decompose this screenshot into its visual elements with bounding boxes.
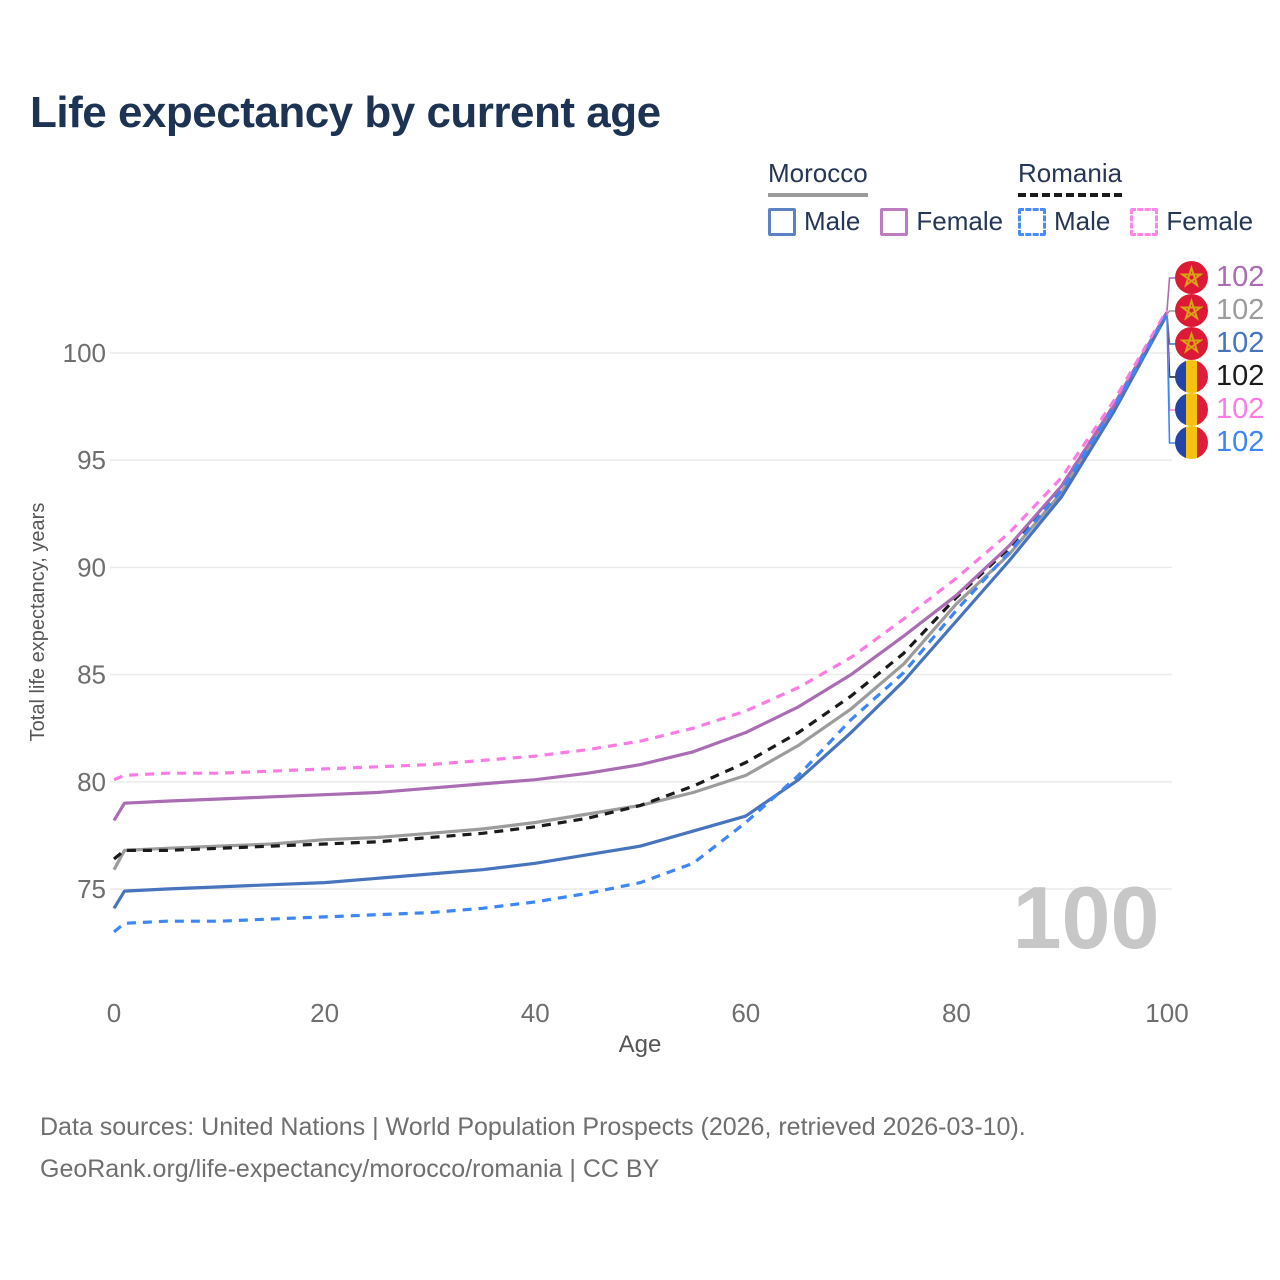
footer-attribution: GeoRank.org/life-expectancy/morocco/roma… (40, 1155, 660, 1183)
page-title: Life expectancy by current age (30, 88, 661, 137)
morocco-flag-icon (1175, 327, 1208, 360)
y-axis-title: Total life expectancy, years (27, 503, 49, 742)
leader-line-5 (1166, 315, 1176, 444)
romania-flag-icon (1175, 393, 1208, 426)
footer-data-sources: Data sources: United Nations | World Pop… (40, 1113, 1026, 1141)
series-line-romania-male[interactable] (112, 313, 1169, 934)
series-line-romania-female[interactable] (113, 309, 1169, 782)
series-line-morocco-male[interactable] (112, 313, 1169, 910)
x-tick-80: 80 (942, 998, 971, 1028)
y-tick-80: 80 (77, 767, 106, 797)
legend-item-morocco-male[interactable]: Male (768, 206, 860, 237)
end-label-romania-male: 102 (1175, 426, 1264, 459)
end-label-romania-female: 102 (1175, 393, 1264, 426)
end-label-morocco-male: 102 (1175, 327, 1264, 360)
end-label-romania-all: 102 (1175, 360, 1264, 393)
end-value-morocco-all: 102 (1216, 294, 1265, 326)
y-tick-85: 85 (77, 660, 106, 690)
end-value-morocco-male: 102 (1216, 327, 1265, 359)
morocco-male-swatch (768, 207, 796, 236)
end-value-romania-all: 102 (1216, 360, 1265, 392)
romania-flag-icon (1175, 360, 1208, 393)
hover-age-watermark: 100 (1013, 868, 1160, 967)
legend-item-romania-male[interactable]: Male (1018, 206, 1110, 237)
y-tick-75: 75 (77, 874, 106, 904)
legend-label-romania-female: Female (1166, 206, 1254, 236)
footer: Data sources: United Nations | World Pop… (40, 1106, 1026, 1190)
romania-flag-icon (1175, 426, 1208, 459)
legend-item-morocco-female[interactable]: Female (880, 206, 1003, 237)
end-label-morocco-female: 102 (1175, 261, 1264, 294)
series-line-romania-all[interactable] (112, 311, 1169, 861)
end-label-morocco-all: 102 (1175, 294, 1264, 327)
romania-male-swatch (1018, 207, 1046, 236)
y-tick-100: 100 (63, 338, 106, 368)
series-line-morocco-all[interactable] (112, 313, 1169, 871)
morocco-flag-icon (1175, 294, 1208, 327)
romania-female-swatch (1130, 207, 1159, 236)
morocco-flag-icon (1175, 261, 1208, 294)
y-tick-90: 90 (77, 552, 106, 582)
x-tick-0: 0 (107, 998, 121, 1028)
x-tick-20: 20 (310, 998, 339, 1028)
legend-header-romania[interactable]: Romania (1018, 158, 1123, 197)
legend-group-romania: Romania Male Female (1018, 158, 1253, 237)
legend-label-morocco-female: Female (916, 206, 1004, 236)
end-value-romania-male: 102 (1216, 426, 1265, 458)
morocco-female-swatch (880, 207, 909, 236)
legend-item-romania-female[interactable]: Female (1130, 206, 1253, 237)
y-tick-95: 95 (77, 445, 106, 475)
series-line-morocco-female[interactable] (112, 311, 1169, 822)
x-tick-40: 40 (521, 998, 550, 1028)
legend-label-romania-male: Male (1054, 206, 1111, 236)
end-value-morocco-female: 102 (1216, 261, 1265, 293)
legend-group-morocco: Morocco Male Female (768, 158, 1003, 237)
x-tick-100: 100 (1145, 998, 1188, 1028)
x-axis-title: Age (619, 1031, 662, 1058)
legend-label-morocco-male: Male (804, 206, 861, 236)
end-value-romania-female: 102 (1216, 393, 1265, 425)
leader-line-0 (1166, 277, 1176, 312)
x-tick-60: 60 (731, 998, 760, 1028)
legend-header-morocco[interactable]: Morocco (768, 158, 868, 197)
